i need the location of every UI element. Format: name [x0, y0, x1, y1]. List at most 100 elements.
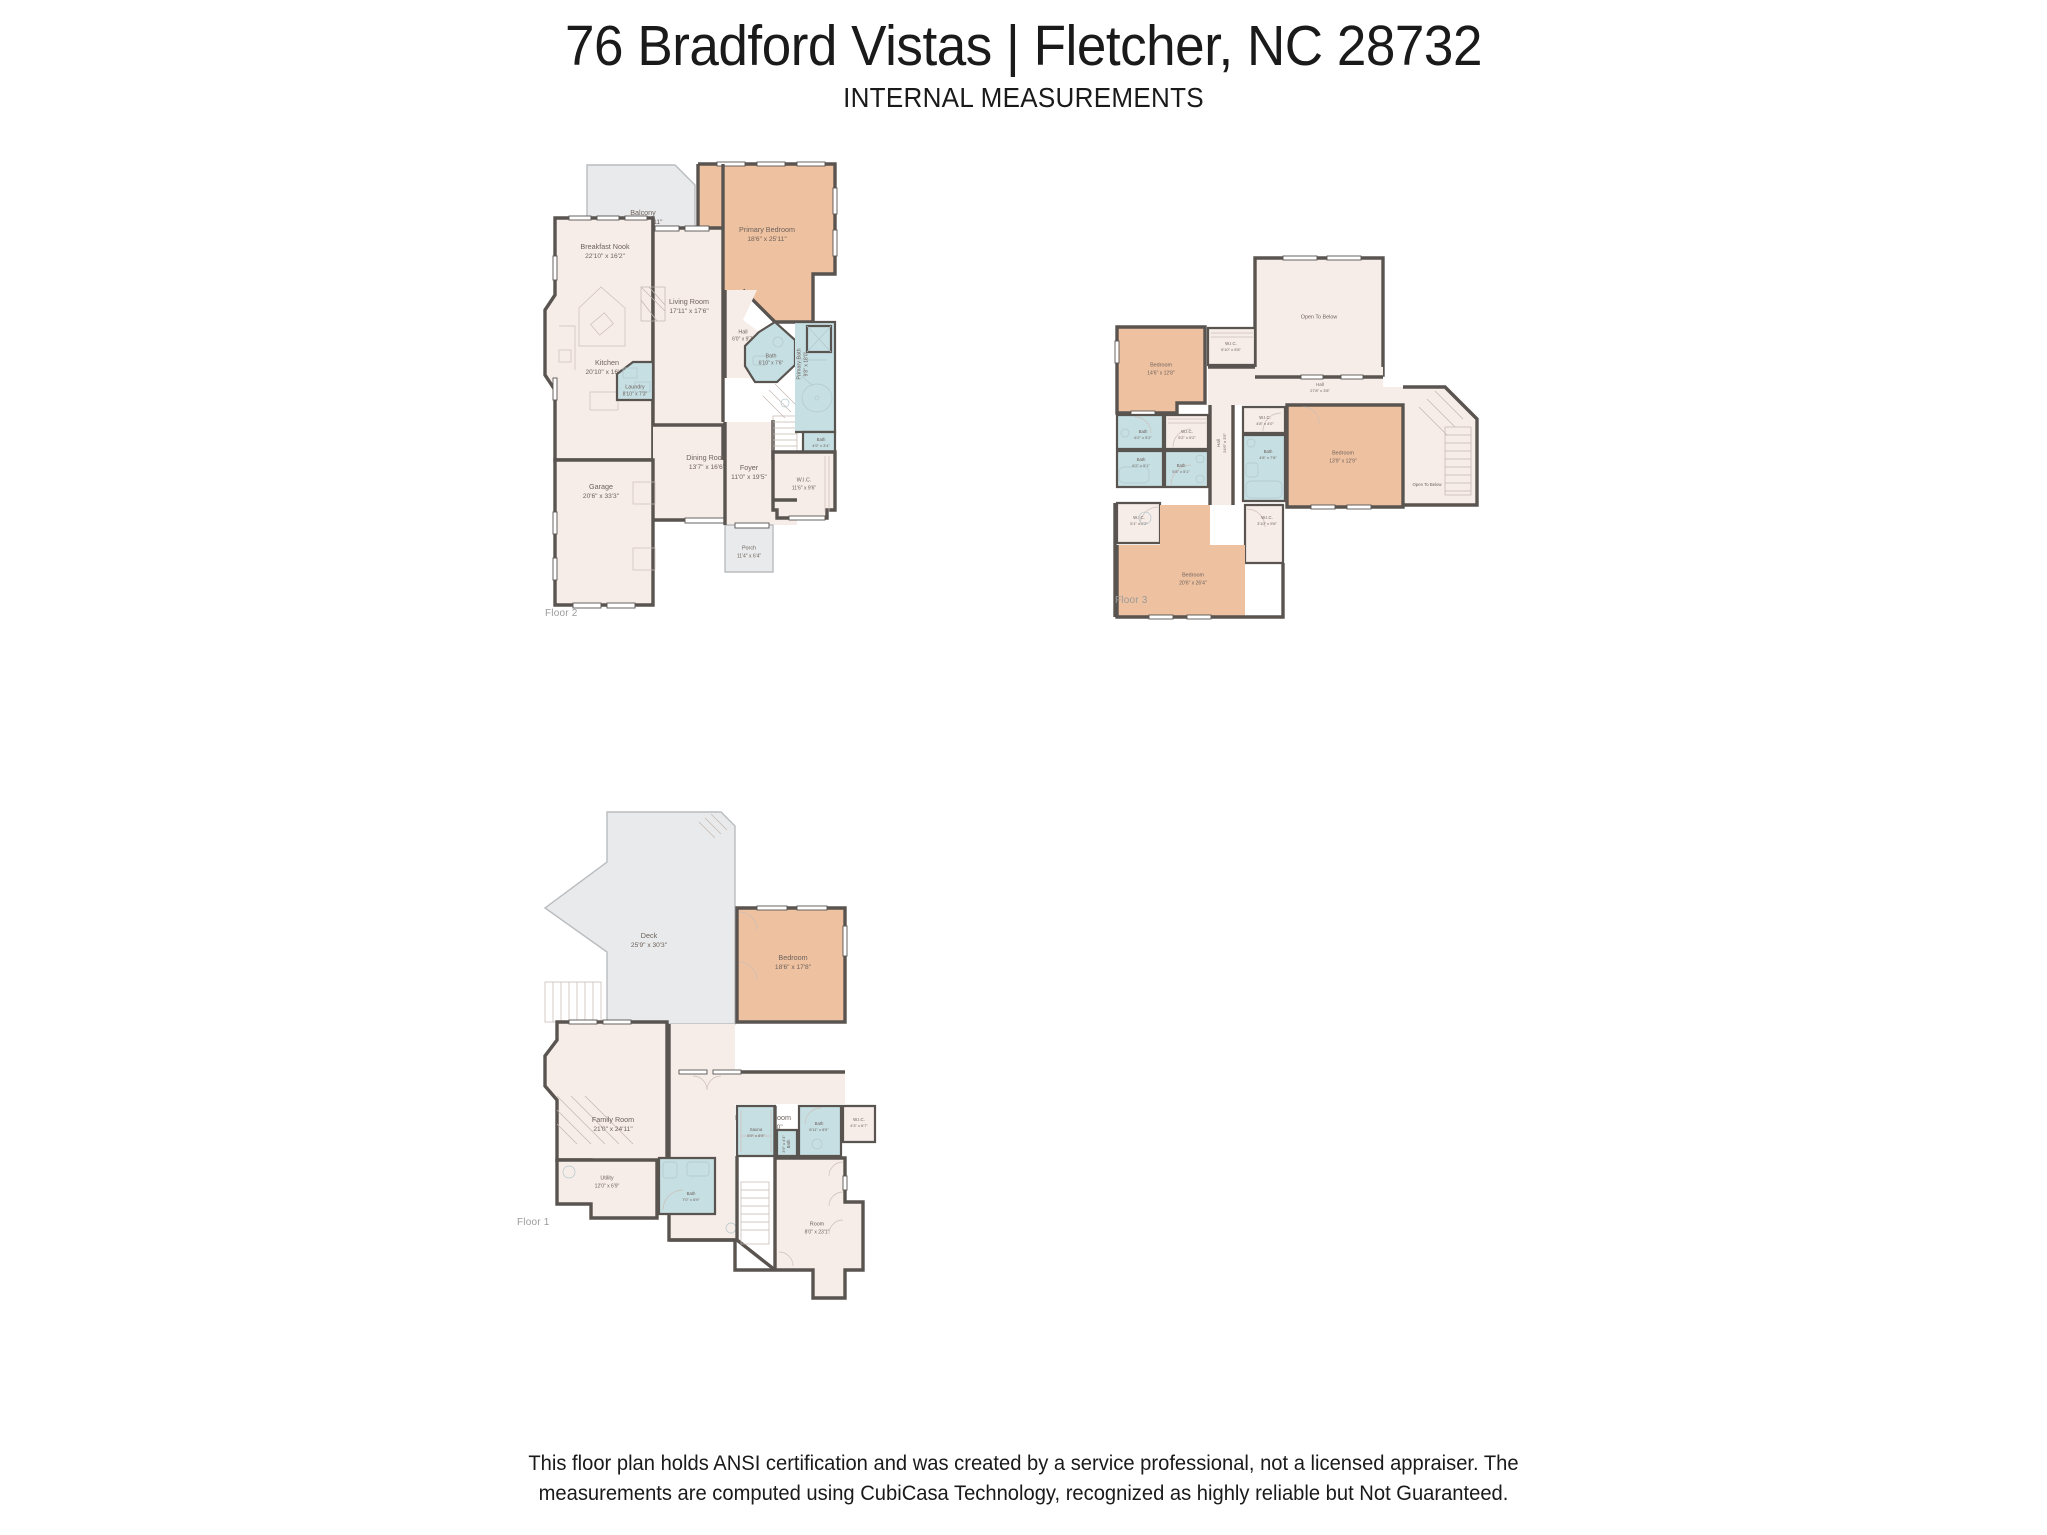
room-hall-f3-b: Hall 24'6" x 3'5" — [1208, 405, 1235, 505]
room-open-to-below-upper: Open To Below — [1253, 255, 1385, 377]
room-dim: 8'10" x 7'3" — [623, 391, 648, 397]
room-name: Sauna — [750, 1127, 763, 1132]
room-bath-f3-d: Bath 4'8" x 7'8" — [1241, 433, 1287, 503]
room-bedroom-f3-a: Bedroom 14'6" x 12'8" — [1114, 325, 1207, 416]
room-dim: 20'10" x 16'11" — [585, 369, 629, 376]
deck-stairs — [544, 981, 602, 1023]
room-living-room: Living Room 17'11" x 17'6" — [640, 164, 725, 460]
room-name: Garage — [589, 482, 613, 491]
room-bedroom-f3-b: Bedroom 13'9" x 12'9" — [1285, 403, 1405, 510]
room-name: Bath — [1139, 429, 1148, 434]
room-dim: 4'8" x 4'0" — [1256, 421, 1274, 426]
room-name: Laundry — [625, 384, 645, 390]
room-dim: 6'10" x 7'6" — [759, 360, 784, 366]
room-bath-f2-a: Bath 6'10" x 7'6" — [743, 320, 797, 384]
room-dim: 6'2" x 5'1" — [1132, 463, 1150, 468]
floor-2-plan: Balcony 17'7" x 11'11" Primary Bedroom 1… — [543, 160, 1085, 780]
room-bath-f3-b: Bath 6'2" x 5'1" — [1115, 449, 1165, 489]
room-wic-f1: W.I.C. 4'3" x 6'7" — [841, 1104, 877, 1144]
room-name: Primary Bedroom — [739, 225, 795, 234]
room-bath-f3-a: Bath 6'2" x 5'2" — [1115, 413, 1165, 451]
room-name: Bath — [786, 1139, 791, 1148]
room-dim: 4'8" x 7'8" — [1259, 455, 1277, 460]
room-name: Foyer — [740, 463, 759, 472]
floor-1-plan: Deck 25'9" x 30'3" Bedroom 18'6" — [517, 800, 1085, 1440]
room-porch: Porch 11'4" x 6'4" — [724, 524, 774, 573]
room-deck: Deck 25'9" x 30'3" — [543, 811, 736, 1025]
room-name: Bath — [765, 353, 776, 359]
room-garage: Garage 20'6" x 33'3" — [552, 458, 656, 609]
room-dim: 4'9" x 3'4" — [812, 443, 830, 448]
room-name: Hall — [1316, 382, 1323, 387]
room-dim: 13'7" x 16'6" — [689, 464, 726, 471]
room-breakfast-nook: Breakfast Nook 22'10" x 16'2" — [543, 215, 655, 462]
room-dim: 25'9" x 30'3" — [631, 942, 668, 949]
room-bedroom-f3-c: Bedroom 20'6" x 26'4" — [1113, 503, 1285, 620]
room-sauna: Sauna 5'9" x 8'9" — [735, 1104, 777, 1158]
room-name: Dining Room — [686, 453, 728, 462]
room-name: Breakfast Nook — [580, 242, 630, 251]
room-dim: 13'9" x 12'9" — [1329, 458, 1357, 464]
floor-3-plan: Open To Below Bedroom 14'6" x 12'8" W.I.… — [1113, 255, 1575, 625]
room-wic-f3-d: W.I.C. 5'1" x 6'3" — [1115, 501, 1162, 545]
room-dim: 21'0" x 24'11" — [593, 1126, 633, 1133]
room-name: Utility — [600, 1175, 613, 1181]
room-name: W.I.C. — [1261, 515, 1273, 520]
room-wic-f3-e: W.I.C. 3'10" x 9'6" — [1243, 503, 1285, 565]
room-bath-f2-b: Bath 4'9" x 3'4" — [801, 430, 837, 454]
room-dim: 22'10" x 16'2" — [585, 253, 625, 260]
room-wic-f3-a: W.I.C. 5'10" x 5'8" — [1206, 326, 1257, 367]
room-name: Primary Bath — [796, 348, 802, 379]
footer-line-1: This floor plan holds ANSI certification… — [528, 1452, 1519, 1476]
header: 76 Bradford Vistas | Fletcher, NC 28732 … — [0, 0, 2047, 114]
room-open-to-below-lower: Open To Below — [1403, 385, 1479, 507]
room-name: W.I.C. — [1225, 341, 1237, 346]
room-name: Hall — [1216, 439, 1221, 446]
room-dim: 11'6" x 9'6" — [792, 485, 816, 491]
room-dim: 6'2" x 5'2" — [1134, 435, 1152, 440]
room-dim: 18'6" x 25'11" — [747, 236, 787, 243]
room-dim: 5'5" x 5'1" — [1172, 469, 1190, 474]
floor-2-label: Floor 2 — [545, 608, 578, 619]
room-name: Open To Below — [1412, 482, 1442, 487]
footer-line-2: measurements are computed using CubiCasa… — [538, 1482, 1509, 1506]
room-name: Balcony — [630, 208, 656, 217]
floor-3-svg: Open To Below Bedroom 14'6" x 12'8" W.I.… — [1113, 255, 1479, 620]
room-dim: 20'6" x 33'3" — [583, 493, 620, 500]
room-wic-f3-c: W.I.C. 4'8" x 4'0" — [1241, 405, 1287, 435]
room-name: Bath — [687, 1191, 696, 1196]
room-name: Bedroom — [778, 953, 807, 962]
room-dim: 5'9" x 8'9" — [747, 1133, 765, 1138]
room-dim: 8'11" x 8'9" — [809, 1127, 829, 1132]
room-dim: 5'1" x 6'3" — [1130, 521, 1148, 526]
room-name: W.I.C. — [1259, 415, 1271, 420]
room-name: Bath — [817, 437, 826, 442]
room-dim: 3'10" x 9'6" — [1257, 521, 1277, 526]
room-dim: 17'11" x 17'6" — [669, 308, 709, 315]
room-name: Deck — [641, 931, 658, 940]
room-primary-bedroom: Primary Bedroom 18'6" x 25'11" — [696, 161, 838, 324]
room-dim: 18'6" x 17'8" — [775, 964, 812, 971]
room-dim: 20'6" x 26'4" — [1179, 580, 1207, 586]
room-name: Bath — [1137, 457, 1146, 462]
room-bath-f1-small: Bath 3'9" x 4'4" — [775, 1128, 799, 1158]
footer-disclaimer: This floor plan holds ANSI certification… — [0, 1449, 2047, 1509]
room-family-room: Family Room 21'0" x 24'11" — [543, 1019, 669, 1172]
room-name: Bath — [815, 1121, 824, 1126]
room-name: W.I.C. — [797, 477, 812, 483]
room-dim: 24'6" x 3'5" — [1222, 433, 1227, 453]
room-name: Bedroom — [1150, 362, 1172, 368]
room-wic-f3-b: W.I.C. 5'2" x 5'2" — [1163, 413, 1210, 451]
room-name: Living Room — [669, 297, 709, 306]
room-name: Bedroom — [1182, 572, 1204, 578]
floor-2-svg: Balcony 17'7" x 11'11" Primary Bedroom 1… — [543, 161, 838, 609]
room-dim: 5'10" x 5'8" — [1221, 347, 1241, 352]
room-dim: 14'6" x 12'8" — [1147, 370, 1175, 376]
room-name: Porch — [742, 545, 756, 551]
room-name: Hall — [738, 329, 747, 335]
room-dim: 8'0" x 23'1" — [805, 1229, 830, 1235]
room-laundry: Laundry 8'10" x 7'3" — [615, 360, 655, 402]
room-name: Family Room — [592, 1115, 634, 1124]
page-title: 76 Bradford Vistas | Fletcher, NC 28732 — [565, 14, 1482, 78]
room-foyer: Foyer 11'0" x 19'5" — [725, 383, 798, 525]
